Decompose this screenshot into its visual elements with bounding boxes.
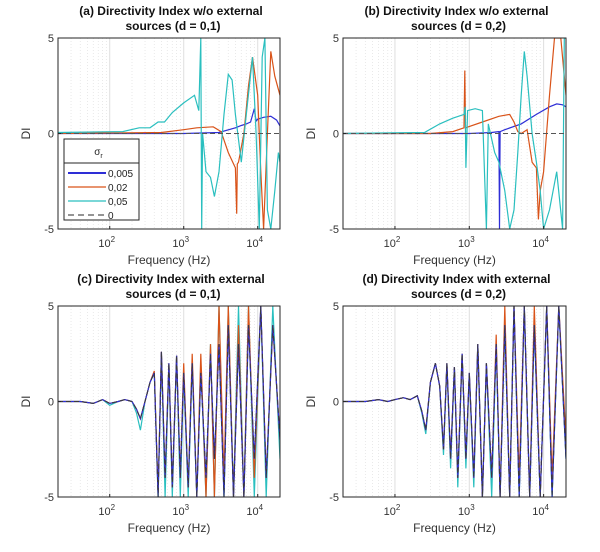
legend-label: 0,005 <box>108 169 133 180</box>
y-tick-label: -5 <box>44 492 54 504</box>
x-axis-label: Frequency (Hz) <box>413 253 496 267</box>
x-tick-label: 104 <box>246 235 263 250</box>
series-line-0-005 <box>343 103 566 229</box>
series-group <box>58 38 280 229</box>
series-group <box>343 306 566 497</box>
series-line-0 <box>58 306 280 497</box>
x-axis-label: Frequency (Hz) <box>128 521 211 535</box>
subplot-a: 5 0 -5 102 103 104 Frequency (Hz) DI (a) Directi… <box>19 4 281 267</box>
y-axis-label: DI <box>19 396 33 408</box>
chart-title-line-1: (c) Directivity Index with external <box>77 272 264 286</box>
x-tick-label: 103 <box>458 503 475 518</box>
y-tick-label: 5 <box>48 33 54 45</box>
subplot-b: 5 0 -5 102 103 104 Frequency (Hz) DI (b) Directi… <box>304 4 567 267</box>
chart-title-line-1: (d) Directivity Index with external <box>362 272 550 286</box>
subplot-c: 5 0 -5 102 103 104 Frequency (Hz) DI (c) Directi… <box>19 272 281 535</box>
y-tick-label: 0 <box>333 397 339 409</box>
series-line-0-02 <box>58 51 280 229</box>
y-tick-label: 0 <box>48 129 54 141</box>
legend-title: σr <box>94 147 103 160</box>
x-tick-label: 102 <box>384 503 401 518</box>
x-tick-label: 102 <box>98 235 115 250</box>
y-tick-label: 0 <box>333 129 339 141</box>
chart-title-line-1: (a) Directivity Index w/o external <box>79 4 262 18</box>
y-tick-label: 5 <box>333 301 339 313</box>
legend: σr 0,005 0,02 0,05 0 <box>63 138 140 222</box>
x-tick-label: 102 <box>384 235 401 250</box>
y-tick-label: -5 <box>44 224 54 236</box>
chart-title-line-2: sources (d = 0,2) <box>411 287 506 301</box>
chart-title-line-1: (b) Directivity Index w/o external <box>364 4 548 18</box>
subplot-d: 5 0 -5 102 103 104 Frequency (Hz) DI (d) Directi… <box>304 272 567 535</box>
y-tick-label: 5 <box>48 301 54 313</box>
legend-label: 0,02 <box>108 183 128 194</box>
series-line-0-05 <box>343 38 566 229</box>
series-group <box>343 38 566 229</box>
y-tick-label: 0 <box>48 397 54 409</box>
x-tick-label: 103 <box>172 503 189 518</box>
x-axis-label: Frequency (Hz) <box>128 253 211 267</box>
chart-title-line-2: sources (d = 0,2) <box>411 19 506 33</box>
series-group <box>58 306 280 497</box>
x-tick-label: 104 <box>532 503 549 518</box>
x-tick-label: 103 <box>458 235 475 250</box>
x-tick-label: 102 <box>98 503 115 518</box>
x-tick-label: 104 <box>532 235 549 250</box>
series-line-0-05 <box>58 38 280 229</box>
y-axis-label: DI <box>304 128 318 140</box>
y-axis-label: DI <box>304 396 318 408</box>
legend-box <box>63 138 140 221</box>
legend-label: 0 <box>108 211 114 222</box>
y-axis-label: DI <box>19 128 33 140</box>
chart-title-line-2: sources (d = 0,1) <box>125 287 220 301</box>
y-tick-label: -5 <box>329 224 339 236</box>
x-tick-label: 103 <box>172 235 189 250</box>
legend-label: 0,05 <box>108 197 128 208</box>
x-axis-label: Frequency (Hz) <box>413 521 496 535</box>
chart-title-line-2: sources (d = 0,1) <box>125 19 220 33</box>
x-tick-label: 104 <box>246 503 263 518</box>
y-tick-label: 5 <box>333 33 339 45</box>
y-tick-label: -5 <box>329 492 339 504</box>
series-line-0 <box>343 306 566 497</box>
